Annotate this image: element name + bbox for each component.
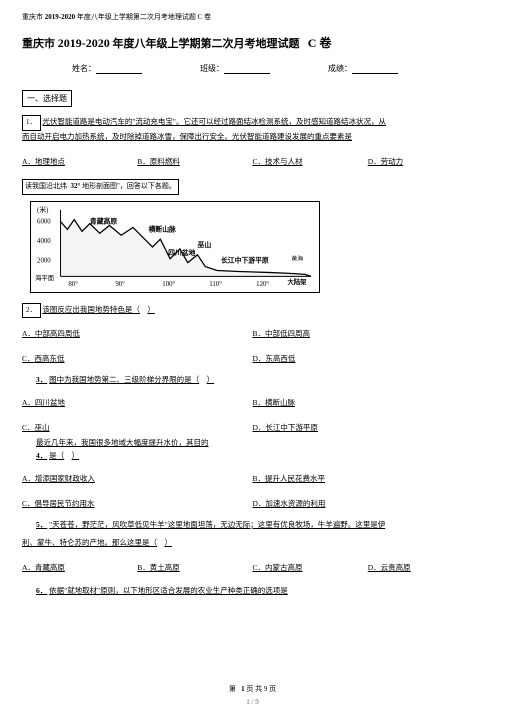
q5-c[interactable]: C．内蒙古高原 xyxy=(253,562,368,573)
q3-c[interactable]: C．巫山 xyxy=(22,422,253,433)
q5-a[interactable]: A．青藏高原 xyxy=(22,562,137,573)
q4-c[interactable]: C．倡导居民节约用水 xyxy=(22,498,253,509)
q2-number: 2． xyxy=(22,303,41,319)
q2: 2． 该图反应出我国地势特色是（ ） xyxy=(22,303,483,319)
q3-a[interactable]: A．四川盆地 xyxy=(22,397,253,408)
chart-lbl-hengduan: 横断山脉 xyxy=(149,224,176,233)
chart-yl-4: 海平面 xyxy=(35,273,54,282)
q2-b[interactable]: B．中部低四周高 xyxy=(253,328,484,339)
q1-opt-c[interactable]: C．技术与人材 xyxy=(253,156,368,167)
q5-b[interactable]: B．黄土高原 xyxy=(137,562,252,573)
title-suffix: 年度八年级上学期第二次月考地理试题 xyxy=(113,38,300,50)
q5-d[interactable]: D．云贵高原 xyxy=(368,562,483,573)
chart-xl-2: 100° xyxy=(162,281,175,288)
q5-l1: 5． "天苍苍，野茫茫，风吹草低见牛羊"这里地面坦荡，无边无际；这里有优良牧场，… xyxy=(22,519,483,532)
q2-text: 该图反应出我国地势特色是（ xyxy=(42,305,140,314)
ctx-t2: 地形剖面图"，回答以下各题。 xyxy=(82,182,176,190)
q3: 3． 图中为我国地势第二、三级阶梯分界限的是（ ） xyxy=(22,374,483,387)
q3-number: 3． xyxy=(36,375,47,384)
q4: 4． 是（ ） xyxy=(22,450,483,463)
section-1-heading: 一、选择题 xyxy=(22,90,72,107)
chart-xl-3: 110° xyxy=(209,281,222,288)
chart-yl-2: 4000 xyxy=(37,238,51,245)
q3-tail: ） xyxy=(207,375,215,384)
hdr-years: 2019-2020 xyxy=(45,13,75,21)
chart-xl-4: 120° xyxy=(256,281,269,288)
q1-number: 1． xyxy=(22,115,41,131)
q3-b[interactable]: B．横断山脉 xyxy=(253,397,484,408)
q4-d[interactable]: D．加速水资源的利用 xyxy=(253,498,484,509)
q5-tail: ） xyxy=(165,538,173,547)
q2-a[interactable]: A．中部高四周低 xyxy=(22,328,253,339)
q1-opt-b[interactable]: B．原料燃料 xyxy=(137,156,252,167)
q1-options: A．地理地点 B．原料燃料 C．技术与人材 D．劳动力 xyxy=(22,156,483,167)
q2-c[interactable]: C．西高东低 xyxy=(22,353,253,364)
context-2: 读我国沿北纬 32° 地形剖面图"，回答以下各题。 xyxy=(22,179,483,195)
q1-text-1: 光伏智能道路是电动汽车的"流动充电宝"。它还可以经过路面结冰检测系统，及时感知道… xyxy=(42,117,386,126)
q2-tail: ） xyxy=(147,305,155,314)
hdr-suffix: 年度八年级上学期第二次月考地理试题 C 卷 xyxy=(77,13,211,21)
q3-d[interactable]: D．长江中下游平原 xyxy=(253,422,484,433)
q1-opt-d[interactable]: D．劳动力 xyxy=(368,156,483,167)
hdr-prefix: 重庆市 xyxy=(22,13,43,21)
q4-a[interactable]: A．增添国家财政收入 xyxy=(22,473,253,484)
title-roll: C 卷 xyxy=(308,36,332,50)
q5-text-1: "天苍苍，野茫茫，风吹草低见牛羊"这里地面坦荡，无边无际；这里有优良牧场，牛羊遍… xyxy=(49,520,385,529)
class-label: 班级： xyxy=(200,63,224,74)
q2-d[interactable]: D．东高西低 xyxy=(253,353,484,364)
chart-lbl-plateau: 青藏高原 xyxy=(90,216,117,225)
page-title: 重庆市 2019-2020 年度八年级上学期第二次月考地理试题 C 卷 xyxy=(22,34,483,51)
q5-l2: 利、蒙牛、特仑苏的产地。那么这里是（ ） xyxy=(22,537,483,550)
footer-of: 页 共 9 页 xyxy=(246,685,276,693)
q1-opt-a[interactable]: A．地理地点 xyxy=(22,156,137,167)
chart-xl-1: 90° xyxy=(115,281,125,288)
title-years: 2019-2020 xyxy=(58,36,110,50)
name-label: 姓名： xyxy=(72,63,96,74)
page-top-header: 重庆市 2019-2020 年度八年级上学期第二次月考地理试题 C 卷 xyxy=(22,12,483,22)
title-prefix: 重庆市 xyxy=(22,38,55,50)
chart-yl-3: 2000 xyxy=(37,257,51,264)
score-label: 成绩： xyxy=(328,63,352,74)
chart-lbl-wushan: 巫山 xyxy=(197,240,211,249)
page-footer-small: 1 / 9 xyxy=(0,698,505,706)
chart-lbl-sichuan: 四川盆地 xyxy=(168,247,195,256)
chart-lbl-yangtze: 长江中下游平原 xyxy=(221,255,269,264)
chart-lbl-shelf: 大陆架 xyxy=(287,277,307,286)
footer-num: 1 xyxy=(241,685,245,693)
score-blank[interactable] xyxy=(352,65,398,74)
q4-text: 是（ xyxy=(49,451,64,460)
q1-text-2: 而自动开启电力加热系统，及时除掉道路冰雪，保障出行安全。光伏智能道路建设发展的重… xyxy=(22,131,483,144)
chart-lbl-sea: 黄海 xyxy=(291,254,303,262)
q5-options: A．青藏高原 B．黄土高原 C．内蒙古高原 D．云贵高原 xyxy=(22,562,483,573)
ctx-t1: 读我国沿北纬 xyxy=(25,182,67,190)
q4-intro: 最近几年来，我国很多地域大幅度提升水价，其目的 xyxy=(22,437,483,450)
q4-tail: ） xyxy=(72,451,80,460)
ctx-deg: 32° xyxy=(71,182,81,190)
q4-number: 4． xyxy=(36,451,47,460)
q6-number: 6． xyxy=(36,586,47,595)
page-footer: 第 1 页 共 9 页 xyxy=(0,684,505,694)
q1-line1: 1． 光伏智能道路是电动汽车的"流动充电宝"。它还可以经过路面结冰检测系统，及时… xyxy=(22,115,483,131)
q6: 6． 依据"就地取材"原则，以下地形区适合发展的农业生产种类正确的选项是 xyxy=(22,585,483,598)
class-blank[interactable] xyxy=(224,65,270,74)
identity-row: 姓名： 班级： 成绩： xyxy=(72,63,483,74)
q6-text: 依据"就地取材"原则，以下地形区适合发展的农业生产种类正确的选项是 xyxy=(49,586,288,595)
q5-text-2: 利、蒙牛、特仑苏的产地。那么这里是（ xyxy=(22,538,157,547)
q5-number: 5． xyxy=(36,520,47,529)
q4-b[interactable]: B．提升人民花费水平 xyxy=(253,473,484,484)
terrain-profile-chart: (米) 6000 4000 2000 海平面 青藏高原 横断山脉 四川盆地 巫山… xyxy=(30,201,483,295)
name-blank[interactable] xyxy=(96,65,142,74)
chart-xl-0: 80° xyxy=(68,281,78,288)
chart-yl-0: (米) xyxy=(37,204,48,213)
footer-page: 第 xyxy=(229,685,236,693)
q3-text: 图中为我国地势第二、三级阶梯分界限的是（ xyxy=(49,375,199,384)
chart-yl-1: 6000 xyxy=(37,218,51,225)
